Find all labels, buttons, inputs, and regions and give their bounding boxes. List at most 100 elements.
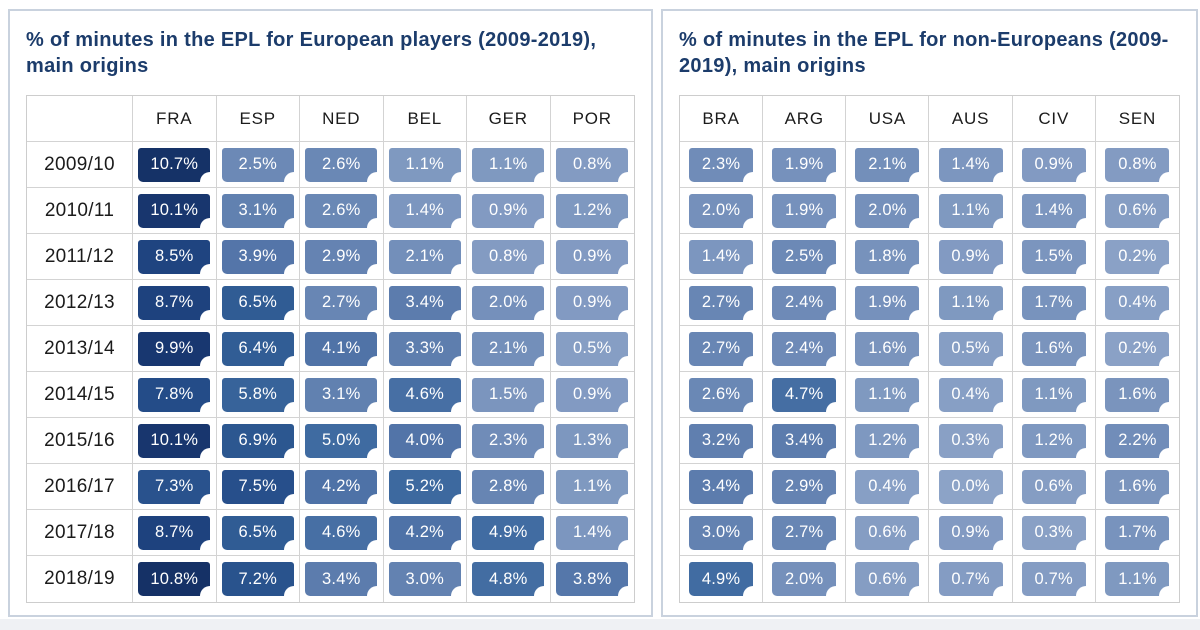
heatmap-cell: 2.0% [467, 280, 551, 326]
heatmap-cell: 0.6% [1095, 188, 1179, 234]
heatmap-cell: 3.4% [763, 418, 847, 464]
heatmap-cell: 0.9% [929, 510, 1013, 556]
value-badge: 4.7% [772, 377, 837, 412]
heatmap-cell: 0.5% [550, 326, 634, 372]
value-badge: 2.0% [855, 193, 920, 228]
value-badge: 1.4% [938, 147, 1003, 182]
value-badge: 2.6% [689, 377, 754, 412]
heatmap-cell: 0.7% [1013, 556, 1096, 602]
european-players-heatmap-table: FRA ESP NED BEL GER POR 2009/10 10.7% 2.5% 2.6% 1.… [26, 95, 635, 603]
value-badge: 7.8% [138, 377, 211, 412]
row-label: 2016/17 [27, 464, 133, 510]
heatmap-cell: 0.9% [929, 234, 1013, 280]
row-label-text: 2013/14 [44, 337, 115, 359]
heatmap-cell: 5.2% [383, 464, 467, 510]
heatmap-cell: 1.9% [846, 280, 930, 326]
column-header: NED [300, 96, 384, 142]
value-badge: 0.2% [1105, 239, 1170, 274]
value-badge: 1.2% [1021, 423, 1086, 458]
column-header: CIV [1012, 96, 1096, 142]
heatmap-cell: 1.1% [1012, 372, 1096, 418]
row-label: 2015/16 [27, 418, 133, 464]
table-corner-cell [27, 96, 133, 142]
value-badge: 1.4% [1021, 193, 1086, 228]
column-header: USA [846, 96, 930, 142]
value-badge: 2.2% [1105, 423, 1170, 458]
value-badge: 4.6% [305, 515, 378, 550]
value-badge: 0.4% [938, 377, 1003, 412]
heatmap-cell: 0.4% [1095, 280, 1179, 326]
heatmap-cell: 4.2% [300, 464, 384, 510]
heatmap-cell: 7.5% [216, 464, 300, 510]
heatmap-cell: 2.0% [763, 556, 847, 602]
heatmap-cell: 2.1% [467, 326, 551, 372]
heatmap-cell: 1.6% [1095, 464, 1179, 510]
heatmap-cell: 1.2% [1012, 418, 1096, 464]
value-badge: 6.4% [221, 331, 294, 366]
value-badge: 1.9% [772, 193, 837, 228]
heatmap-cell: 10.1% [133, 188, 217, 234]
value-badge: 10.8% [138, 562, 211, 596]
heatmap-cell: 0.9% [550, 372, 634, 418]
row-label: 2017/18 [27, 510, 133, 556]
value-badge: 0.9% [556, 239, 629, 274]
value-badge: 3.3% [388, 331, 461, 366]
heatmap-cell: 3.1% [216, 188, 300, 234]
heatmap-cell: 4.9% [680, 556, 764, 602]
value-badge: 3.8% [556, 562, 629, 596]
heatmap-cell: 2.7% [300, 280, 384, 326]
value-badge: 0.6% [1021, 469, 1086, 504]
heatmap-cell: 0.4% [929, 372, 1013, 418]
value-badge: 1.1% [938, 285, 1003, 320]
value-badge: 2.6% [305, 193, 378, 228]
heatmap-cell: 1.7% [1095, 510, 1179, 556]
value-badge: 3.1% [221, 193, 294, 228]
column-header-label: NED [322, 108, 361, 128]
row-label: 2011/12 [27, 234, 133, 280]
value-badge: 0.6% [855, 562, 920, 596]
heatmap-cell: 2.1% [846, 142, 930, 188]
row-label-text: 2012/13 [44, 291, 115, 313]
value-badge: 2.3% [472, 423, 545, 458]
value-badge: 2.4% [772, 331, 837, 366]
value-badge: 2.5% [221, 147, 294, 182]
heatmap-cell: 2.0% [846, 188, 930, 234]
value-badge: 3.4% [772, 423, 837, 458]
heatmap-cell: 1.1% [929, 188, 1013, 234]
value-badge: 1.6% [855, 331, 920, 366]
heatmap-cell: 7.8% [133, 372, 217, 418]
heatmap-cell: 3.0% [680, 510, 764, 556]
column-header-label: CIV [1038, 108, 1070, 128]
heatmap-cell: 4.6% [300, 510, 384, 556]
heatmap-cell: 2.7% [680, 326, 764, 372]
column-header-label: BEL [407, 108, 443, 128]
heatmap-cell: 9.9% [133, 326, 217, 372]
column-header: AUS [929, 96, 1013, 142]
european-players-panel: % of minutes in the EPL for European pla… [8, 9, 653, 617]
value-badge: 3.0% [388, 562, 461, 596]
heatmap-cell: 1.4% [929, 142, 1013, 188]
value-badge: 2.7% [689, 331, 754, 366]
value-badge: 7.5% [221, 469, 294, 504]
heatmap-cell: 3.1% [300, 372, 384, 418]
heatmap-cell: 6.5% [216, 280, 300, 326]
heatmap-cell: 1.1% [383, 142, 467, 188]
heatmap-cell: 4.9% [467, 510, 551, 556]
column-header-label: FRA [156, 108, 193, 128]
heatmap-cell: 10.1% [133, 418, 217, 464]
value-badge: 2.1% [855, 147, 920, 182]
value-badge: 2.1% [472, 331, 545, 366]
value-badge: 1.6% [1021, 331, 1086, 366]
value-badge: 5.8% [221, 377, 294, 412]
row-label-text: 2016/17 [44, 475, 115, 497]
value-badge: 4.0% [388, 423, 461, 458]
row-label-text: 2009/10 [44, 153, 115, 175]
value-badge: 4.9% [689, 562, 754, 596]
value-badge: 1.1% [1021, 377, 1086, 412]
value-badge: 2.7% [305, 285, 378, 320]
heatmap-cell: 3.4% [680, 464, 764, 510]
heatmap-cell: 0.4% [846, 464, 930, 510]
row-label: 2013/14 [27, 326, 133, 372]
heatmap-cell: 8.5% [133, 234, 217, 280]
heatmap-cell: 6.5% [216, 510, 300, 556]
